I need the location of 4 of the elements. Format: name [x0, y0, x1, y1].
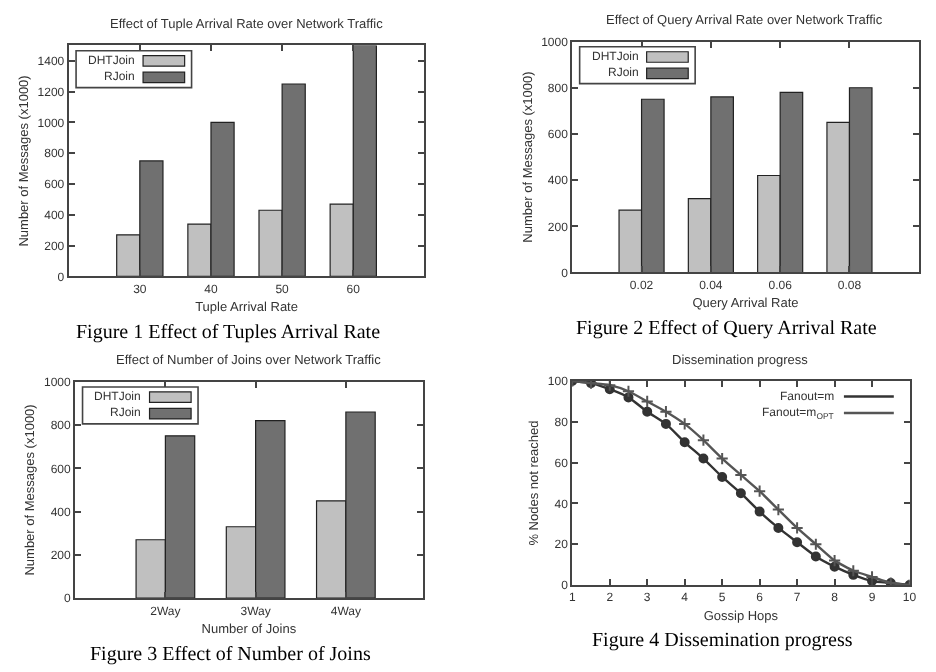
caption: Figure 3 Effect of Number of Joins — [90, 644, 371, 666]
caption: Figure 4 Dissemination progress — [592, 630, 853, 652]
caption: Figure 1 Effect of Tuples Arrival Rate — [76, 322, 382, 344]
caption: Figure 2 Effect of Query Arrival Rate — [576, 318, 878, 340]
